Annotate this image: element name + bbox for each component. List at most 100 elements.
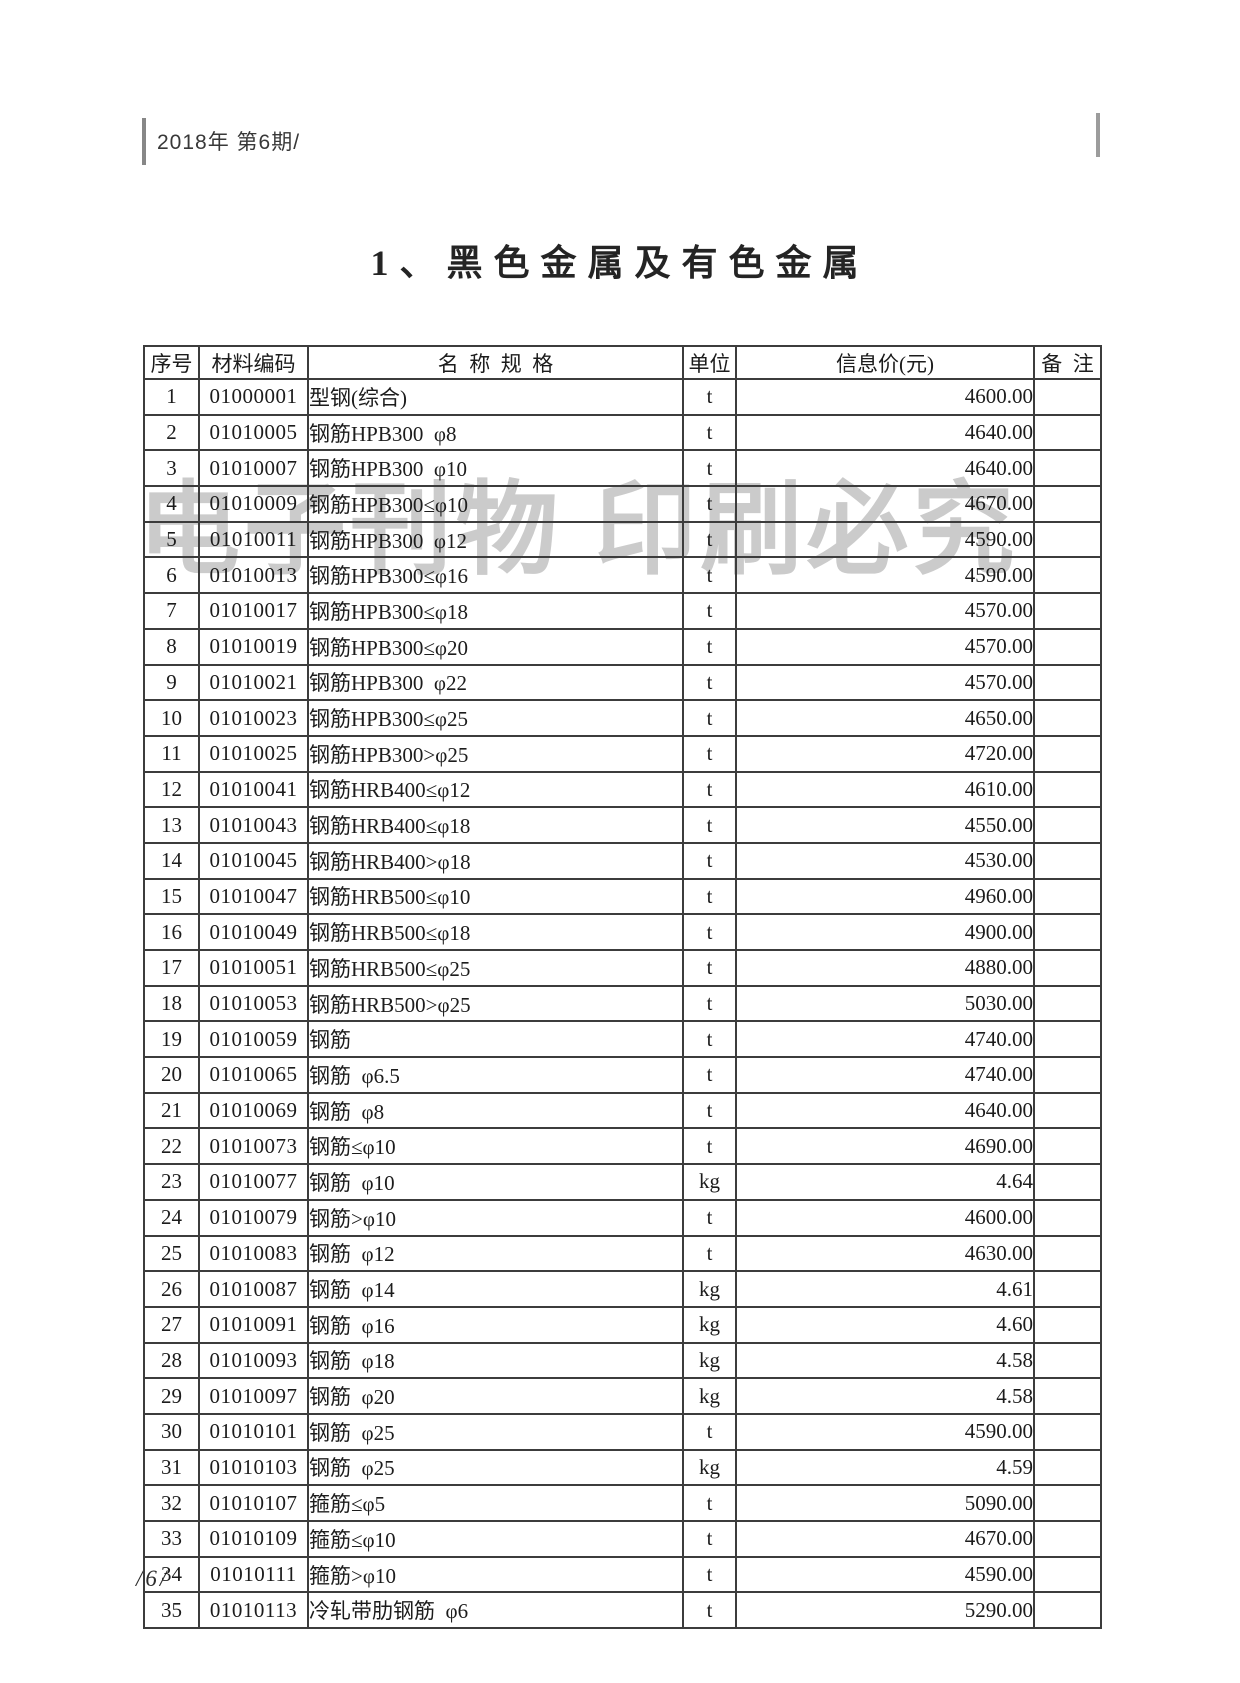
- cell-index: 24: [143, 1198, 200, 1237]
- cell-name-spec: 钢筋 φ25: [307, 1412, 684, 1451]
- cell-unit: t: [682, 1591, 737, 1630]
- cell-material-code: 01010013: [198, 556, 309, 595]
- cell-material-code: 01010093: [198, 1341, 309, 1380]
- cell-material-code: 01010045: [198, 841, 309, 880]
- cell-remark: [1033, 1305, 1102, 1344]
- cell-index: 17: [143, 949, 200, 987]
- cell-index: 29: [143, 1377, 200, 1415]
- cell-material-code: 01010049: [198, 913, 309, 951]
- cell-material-code: 01010069: [198, 1091, 309, 1130]
- table-row: 32 01010107 箍筋≤φ5 t 5090.00: [143, 1484, 1102, 1522]
- cell-index: 15: [143, 877, 200, 916]
- cell-material-code: 01010097: [198, 1377, 309, 1415]
- cell-index: 3: [143, 449, 200, 488]
- cell-material-code: 01010023: [198, 699, 309, 737]
- table-row: 23 01010077 钢筋 φ10 kg 4.64: [143, 1163, 1102, 1201]
- cell-name-spec: 钢筋HPB300 φ12: [307, 520, 684, 559]
- cell-unit: t: [682, 1520, 737, 1558]
- cell-name-spec: 钢筋 φ10: [307, 1163, 684, 1201]
- cell-name-spec: 钢筋 φ8: [307, 1091, 684, 1130]
- cell-price: 4640.00: [735, 449, 1035, 488]
- table-row: 25 01010083 钢筋 φ12 t 4630.00: [143, 1234, 1102, 1273]
- cell-name-spec: 钢筋HRB500≤φ10: [307, 877, 684, 916]
- cell-index: 10: [143, 699, 200, 737]
- cell-price: 4.60: [735, 1305, 1035, 1344]
- cell-index: 30: [143, 1412, 200, 1451]
- cell-name-spec: 钢筋 φ14: [307, 1270, 684, 1308]
- cell-remark: [1033, 1056, 1102, 1094]
- cell-material-code: 01010111: [198, 1555, 309, 1594]
- cell-index: 32: [143, 1484, 200, 1522]
- cell-unit: t: [682, 520, 737, 559]
- cell-unit: t: [682, 1091, 737, 1130]
- cell-price: 5030.00: [735, 984, 1035, 1023]
- cell-material-code: 01010087: [198, 1270, 309, 1308]
- cell-price: 4880.00: [735, 949, 1035, 987]
- cell-name-spec: 冷轧带肋钢筋 φ6: [307, 1591, 684, 1630]
- cell-material-code: 01010079: [198, 1198, 309, 1237]
- table-row: 20 01010065 钢筋 φ6.5 t 4740.00: [143, 1056, 1102, 1094]
- cell-unit: t: [682, 699, 737, 737]
- cell-index: 2: [143, 413, 200, 452]
- cell-unit: t: [682, 770, 737, 809]
- cell-name-spec: 钢筋HRB400>φ18: [307, 841, 684, 880]
- cell-remark: [1033, 1448, 1102, 1487]
- cell-price: 4740.00: [735, 1020, 1035, 1059]
- cell-name-spec: 箍筋≤φ5: [307, 1484, 684, 1522]
- table-row: 3 01010007 钢筋HPB300 φ10 t 4640.00: [143, 449, 1102, 488]
- cell-remark: [1033, 949, 1102, 987]
- cell-price: 4530.00: [735, 841, 1035, 880]
- cell-material-code: 01010043: [198, 806, 309, 844]
- cell-unit: t: [682, 413, 737, 452]
- cell-price: 4.58: [735, 1377, 1035, 1415]
- cell-name-spec: 钢筋 φ18: [307, 1341, 684, 1380]
- cell-remark: [1033, 1341, 1102, 1380]
- cell-material-code: 01010007: [198, 449, 309, 488]
- cell-price: 4720.00: [735, 734, 1035, 773]
- cell-price: 4690.00: [735, 1127, 1035, 1166]
- cell-price: 5290.00: [735, 1591, 1035, 1630]
- cell-index: 9: [143, 663, 200, 702]
- cell-price: 4740.00: [735, 1056, 1035, 1094]
- cell-material-code: 01010109: [198, 1520, 309, 1558]
- section-title: 1、黑色金属及有色金属: [370, 243, 870, 283]
- cell-name-spec: 钢筋 φ16: [307, 1305, 684, 1344]
- cell-index: 6: [143, 556, 200, 595]
- cell-remark: [1033, 1234, 1102, 1273]
- cell-index: 1: [143, 378, 200, 416]
- cell-name-spec: 箍筋>φ10: [307, 1555, 684, 1594]
- cell-price: 4.59: [735, 1448, 1035, 1487]
- material-price-table: 序号 材料编码 名 称 规 格 单位 信息价(元) 备 注 1 01000001…: [143, 345, 1102, 1630]
- cell-index: 34: [143, 1555, 200, 1594]
- cell-unit: kg: [682, 1448, 737, 1487]
- cell-remark: [1033, 770, 1102, 809]
- cell-unit: t: [682, 1127, 737, 1166]
- cell-name-spec: 钢筋 φ20: [307, 1377, 684, 1415]
- cell-price: 4630.00: [735, 1234, 1035, 1273]
- cell-unit: t: [682, 627, 737, 666]
- cell-name-spec: 钢筋 φ25: [307, 1448, 684, 1487]
- table-row: 17 01010051 钢筋HRB500≤φ25 t 4880.00: [143, 949, 1102, 987]
- cell-material-code: 01010073: [198, 1127, 309, 1166]
- cell-index: 31: [143, 1448, 200, 1487]
- cell-remark: [1033, 984, 1102, 1023]
- cell-name-spec: 钢筋HPB300≤φ18: [307, 592, 684, 630]
- cell-index: 25: [143, 1234, 200, 1273]
- cell-remark: [1033, 449, 1102, 488]
- table-row: 13 01010043 钢筋HRB400≤φ18 t 4550.00: [143, 806, 1102, 844]
- table-row: 33 01010109 箍筋≤φ10 t 4670.00: [143, 1520, 1102, 1558]
- cell-name-spec: 钢筋HRB500≤φ25: [307, 949, 684, 987]
- cell-price: 4590.00: [735, 1555, 1035, 1594]
- cell-index: 5: [143, 520, 200, 559]
- cell-remark: [1033, 663, 1102, 702]
- cell-unit: t: [682, 877, 737, 916]
- table-header-row: 序号 材料编码 名 称 规 格 单位 信息价(元) 备 注: [143, 345, 1102, 380]
- cell-remark: [1033, 1520, 1102, 1558]
- cell-price: 4590.00: [735, 1412, 1035, 1451]
- cell-name-spec: 钢筋HPB300 φ22: [307, 663, 684, 702]
- cell-remark: [1033, 378, 1102, 416]
- table-row: 14 01010045 钢筋HRB400>φ18 t 4530.00: [143, 841, 1102, 880]
- cell-name-spec: 钢筋>φ10: [307, 1198, 684, 1237]
- cell-name-spec: 钢筋HRB500>φ25: [307, 984, 684, 1023]
- col-header-name-spec: 名 称 规 格: [307, 345, 684, 380]
